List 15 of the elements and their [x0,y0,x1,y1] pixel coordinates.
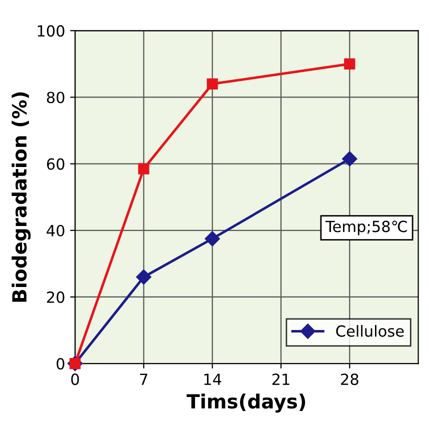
y-axis-title: Biodegradation (%) [12,92,31,302]
x-tick-label: 7 [140,374,148,385]
x-axis-title: Tims(days) [186,394,306,413]
y-tick-label: 40 [46,224,64,236]
legend-label: Cellulose [336,325,404,337]
x-tick-label: 28 [341,374,358,386]
y-tick-label: 100 [38,25,64,37]
y-tick-label: 20 [47,291,64,303]
x-tick-label: 14 [204,374,222,385]
y-tick-label: 0 [56,358,64,370]
annotation: Temp;58℃ [325,220,407,236]
x-tick-label: 0 [71,374,79,386]
x-tick-label: 21 [272,374,290,385]
y-tick-label: 60 [46,158,64,170]
y-tick-label: 80 [46,92,64,104]
